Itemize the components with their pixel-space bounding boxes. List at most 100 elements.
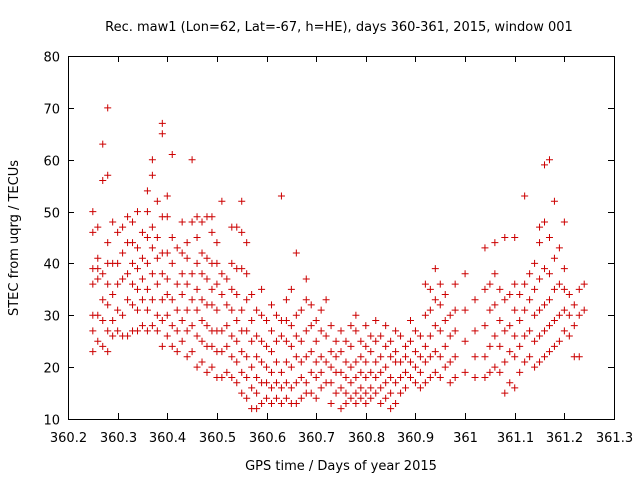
data-point (580, 306, 588, 314)
data-point (431, 296, 439, 304)
data-point (536, 358, 544, 366)
x-tick-label: 360.4 (149, 431, 186, 446)
data-point (158, 296, 166, 304)
data-point (193, 306, 201, 314)
plot-frame (68, 56, 615, 420)
data-point (421, 311, 429, 319)
data-point (362, 399, 370, 407)
y-tick-label: 20 (43, 362, 60, 377)
data-point (327, 322, 335, 330)
data-point (521, 306, 529, 314)
data-point (570, 322, 578, 330)
data-point (178, 270, 186, 278)
data-point (104, 171, 112, 179)
data-point (148, 171, 156, 179)
data-point (446, 358, 454, 366)
data-point (377, 399, 385, 407)
data-point (446, 332, 454, 340)
data-point (233, 316, 241, 324)
data-point (555, 311, 563, 319)
data-point (148, 244, 156, 252)
data-point (268, 368, 276, 376)
data-point (153, 280, 161, 288)
data-point (461, 306, 469, 314)
data-point (357, 384, 365, 392)
data-point (218, 270, 226, 278)
data-point (362, 358, 370, 366)
data-point (193, 332, 201, 340)
data-point (367, 332, 375, 340)
data-point (317, 353, 325, 361)
data-point (536, 223, 544, 231)
data-point (481, 322, 489, 330)
data-point (89, 327, 97, 335)
data-point (119, 223, 127, 231)
data-point (163, 192, 171, 200)
data-point (198, 249, 206, 257)
data-point (426, 306, 434, 314)
data-point (367, 348, 375, 356)
data-point (312, 358, 320, 366)
x-axis-label: GPS time / Days of year 2015 (245, 459, 437, 474)
data-point (521, 358, 529, 366)
data-point (436, 327, 444, 335)
data-point (565, 311, 573, 319)
data-point (233, 379, 241, 387)
data-point (243, 394, 251, 402)
data-point (411, 363, 419, 371)
data-point (550, 254, 558, 262)
data-point (377, 384, 385, 392)
data-point (317, 368, 325, 376)
data-point (461, 337, 469, 345)
data-point (392, 399, 400, 407)
data-point (263, 316, 271, 324)
data-point (268, 301, 276, 309)
data-point (302, 327, 310, 335)
data-point (372, 374, 380, 382)
data-point (436, 353, 444, 361)
data-point (272, 394, 280, 402)
data-point (158, 119, 166, 127)
data-point (362, 322, 370, 330)
data-point (178, 316, 186, 324)
data-point (501, 234, 509, 241)
data-point (203, 368, 211, 376)
data-point (153, 234, 161, 241)
data-point (352, 374, 360, 382)
data-point (387, 337, 395, 345)
x-tick-label: 361.2 (546, 431, 583, 446)
data-point (317, 384, 325, 392)
data-point (545, 156, 553, 164)
data-point (506, 291, 514, 299)
chart-title: Rec. maw1 (Lon=62, Lat=-67, h=HE), days … (105, 20, 573, 35)
data-point (322, 332, 330, 340)
data-point (521, 192, 529, 200)
data-point (228, 332, 236, 340)
data-point (173, 306, 181, 314)
data-point (426, 332, 434, 340)
data-point (292, 311, 300, 319)
data-point (491, 363, 499, 371)
data-point (337, 405, 345, 413)
data-point (292, 249, 300, 257)
data-point (168, 234, 176, 241)
data-point (277, 399, 285, 407)
data-point (153, 197, 161, 205)
data-point (541, 161, 549, 169)
data-point (94, 337, 102, 345)
data-point (228, 306, 236, 314)
data-point (436, 374, 444, 382)
data-point (541, 265, 549, 273)
y-tick-label: 70 (43, 103, 60, 118)
data-point (451, 327, 459, 335)
data-point (446, 379, 454, 387)
data-point (238, 197, 246, 205)
data-point (104, 104, 112, 112)
data-point (287, 384, 295, 392)
data-point (342, 374, 350, 382)
data-point (501, 327, 509, 335)
data-point (138, 228, 146, 236)
data-point (158, 316, 166, 324)
data-point (168, 296, 176, 304)
data-point (526, 296, 534, 304)
